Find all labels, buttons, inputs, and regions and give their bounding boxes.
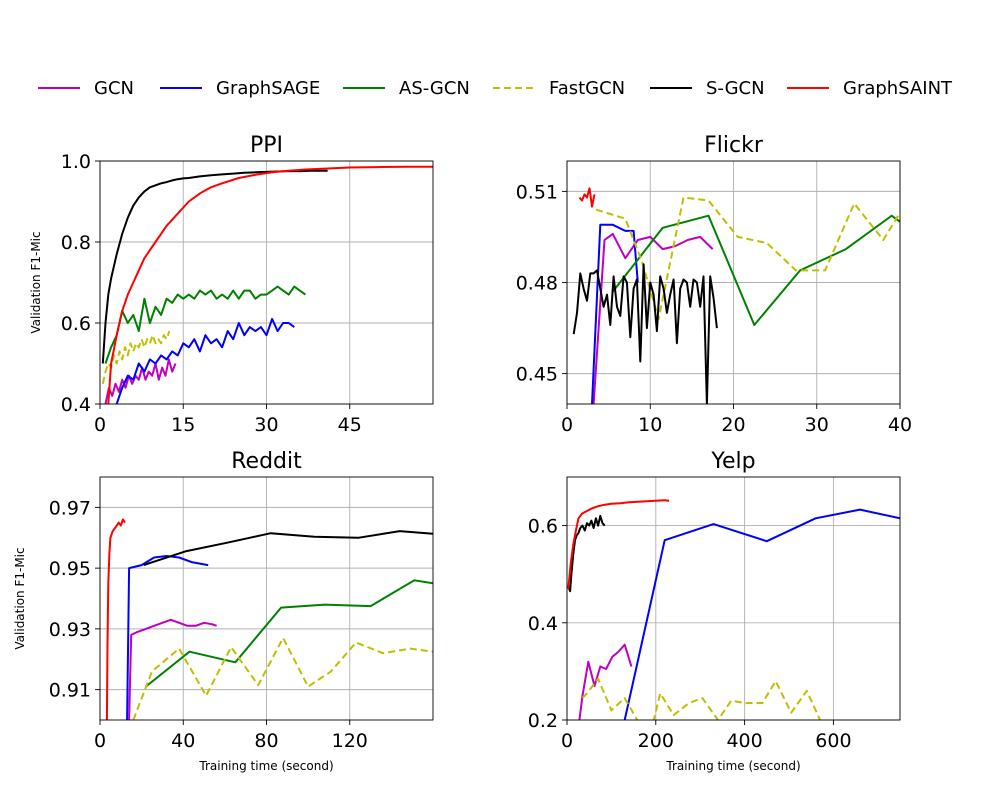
- series-line-gcn: [592, 232, 714, 404]
- series-line-s-gcn: [572, 263, 718, 404]
- y-tick-label: 0.6: [61, 313, 91, 335]
- panel-ppi: 0 15 30 45 0.4 0.6 0.8 1.0 PPI Validation F1-Mic: [29, 133, 434, 436]
- series-line-graphsaint: [567, 499, 670, 589]
- y-tick-label: 0.45: [516, 364, 558, 386]
- y-tick-label: 0.8: [61, 232, 91, 254]
- legend-label: GraphSAGE: [216, 78, 320, 99]
- y-tick-label: 0.6: [528, 516, 558, 538]
- x-tick-label: 30: [254, 414, 278, 436]
- series-line-graphsage: [591, 223, 639, 404]
- x-tick-label: 40: [888, 414, 912, 436]
- series-line-graphsaint: [105, 518, 126, 720]
- x-axis-label: Training time (second): [198, 759, 333, 773]
- y-tick-label: 0.4: [528, 613, 558, 635]
- x-tick-label: 20: [721, 414, 745, 436]
- series-group: [101, 165, 433, 404]
- panel-yelp: 0 200 400 600 0.2 0.4 0.6 Yelp Training time (se…: [528, 449, 901, 773]
- y-tick-label: 0.4: [61, 394, 91, 416]
- x-tick-label: 80: [254, 730, 278, 752]
- panel-title: Flickr: [704, 133, 764, 158]
- series-line-s-gcn: [567, 514, 606, 593]
- legend-item-fastgcn: FastGCN: [493, 78, 625, 99]
- panel-title: Reddit: [231, 449, 302, 474]
- series-line-s-gcn: [143, 530, 433, 567]
- legend-label: AS-GCN: [399, 78, 470, 99]
- legend: GCN GraphSAGE AS-GCN FastGCN S-GCN GraphSAINT: [38, 78, 953, 99]
- series-line-gcn: [578, 643, 633, 720]
- series-line-fastgcn: [101, 330, 171, 385]
- y-tick-label: 0.91: [49, 680, 91, 702]
- x-tick-label: 200: [638, 730, 674, 752]
- x-tick-label: 0: [94, 414, 106, 436]
- series-line-fastgcn: [595, 196, 900, 320]
- x-tick-label: 10: [638, 414, 662, 436]
- x-tick-label: 120: [332, 730, 368, 752]
- series-line-as-gcn: [104, 285, 306, 364]
- gridlines: [566, 161, 901, 404]
- x-tick-label: 40: [171, 730, 195, 752]
- series-line-fastgcn: [132, 637, 433, 720]
- legend-label: S-GCN: [706, 78, 765, 99]
- series-line-graphsaint: [107, 165, 433, 404]
- x-tick-label: 400: [726, 730, 762, 752]
- series-line-gcn: [104, 358, 177, 404]
- y-tick-label: 0.95: [49, 558, 91, 580]
- legend-label: FastGCN: [549, 78, 625, 99]
- x-tick-label: 30: [805, 414, 829, 436]
- series-line-as-gcn: [612, 214, 900, 326]
- series-line-graphsage: [115, 317, 295, 404]
- series-line-fastgcn: [581, 677, 822, 720]
- series-line-graphsaint: [578, 187, 596, 208]
- x-tick-label: 45: [338, 414, 362, 436]
- series-group: [105, 518, 433, 720]
- x-tick-label: 0: [94, 730, 106, 752]
- y-tick-label: 0.48: [516, 273, 558, 295]
- legend-item-as-gcn: AS-GCN: [343, 78, 470, 99]
- gridlines: [99, 160, 433, 405]
- x-axis-label: Training time (second): [665, 759, 800, 773]
- series-line-s-gcn: [101, 169, 328, 364]
- series-line-gcn: [128, 618, 217, 720]
- y-axis-label: Validation F1-Mic: [13, 547, 27, 649]
- y-tick-label: 1.0: [61, 151, 91, 173]
- x-tick-label: 600: [815, 730, 851, 752]
- legend-item-s-gcn: S-GCN: [650, 78, 765, 99]
- x-tick-label: 0: [561, 414, 573, 436]
- panel-title: PPI: [250, 133, 283, 158]
- series-line-graphsage: [126, 555, 209, 720]
- y-tick-label: 0.2: [528, 710, 558, 732]
- panel-title: Yelp: [710, 449, 755, 474]
- series-group: [572, 187, 900, 404]
- series-line-as-gcn: [145, 579, 433, 688]
- legend-item-graphsage: GraphSAGE: [160, 78, 320, 99]
- gridlines: [566, 477, 900, 721]
- legend-label: GCN: [94, 78, 134, 99]
- panel-reddit: 0 40 80 120 0.91 0.93 0.95 0.97 Reddit Training t…: [13, 449, 434, 773]
- y-axis-label: Validation F1-Mic: [29, 231, 43, 333]
- plot-frame: [566, 476, 901, 721]
- y-tick-label: 0.97: [49, 497, 91, 519]
- y-tick-label: 0.93: [49, 619, 91, 641]
- legend-item-gcn: GCN: [38, 78, 134, 99]
- series-line-graphsage: [623, 508, 900, 720]
- series-group: [567, 499, 900, 720]
- y-tick-label: 0.51: [516, 181, 558, 203]
- legend-label: GraphSAINT: [843, 78, 953, 99]
- panel-flickr: 0 10 20 30 40 0.45 0.48 0.51 Flickr: [516, 133, 912, 436]
- x-tick-label: 15: [171, 414, 195, 436]
- legend-item-graphsaint: GraphSAINT: [787, 78, 953, 99]
- x-tick-label: 0: [561, 730, 573, 752]
